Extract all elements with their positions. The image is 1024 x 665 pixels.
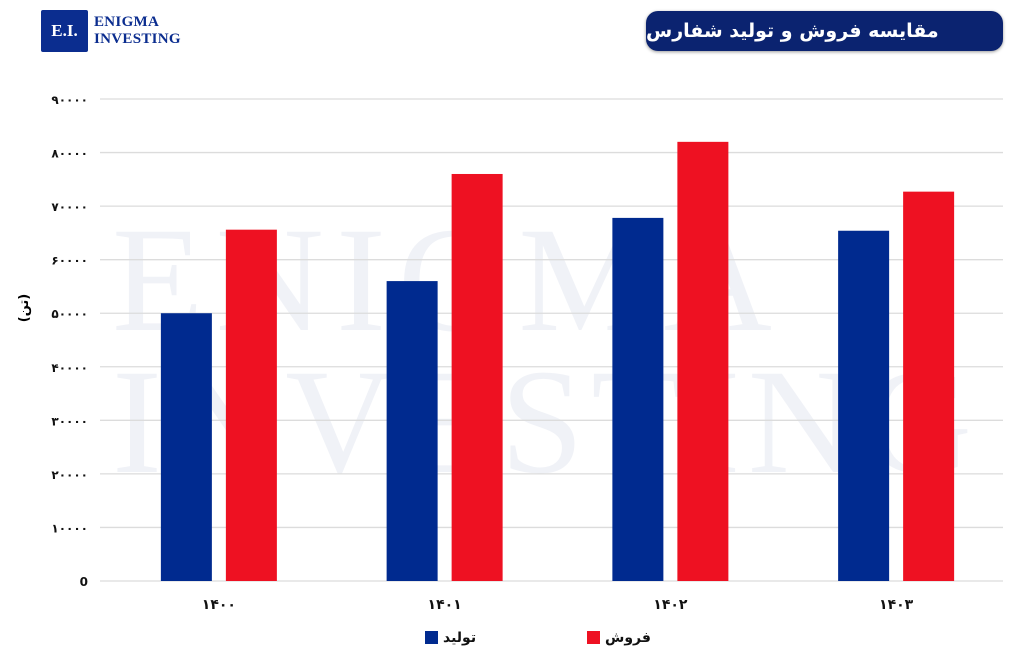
y-tick-label: ۶۰۰۰۰ [51,254,88,268]
y-tick-label: ۸۰۰۰۰ [51,147,88,161]
y-tick-label: ۱۰۰۰۰ [51,521,88,535]
y-tick-label: ۵۰۰۰۰ [51,307,88,321]
legend-label: فروش [605,630,651,646]
bar-sales [903,191,955,581]
logo-mark: E.I. [41,10,88,52]
y-tick-label: 0 [80,575,88,589]
bar-production [838,230,890,581]
x-tick-label: ۱۴۰۲ [653,597,688,613]
y-tick-label: ۴۰۰۰۰ [51,361,88,375]
logo: E.I. Enigma Investing [41,10,181,52]
bar-production [386,281,438,581]
bar-production [160,313,212,581]
y-tick-label: ۲۰۰۰۰ [51,468,88,482]
logo-line1: Enigma [94,14,160,30]
logo-text: Enigma Investing [94,14,181,48]
bar-production [612,217,664,582]
x-tick-label: ۱۴۰۳ [879,597,914,613]
logo-line2: Investing [94,31,181,47]
x-tick-label: ۱۴۰۱ [428,597,462,613]
chart-title: مقایسه فروش و تولید شفارس [646,11,1003,51]
legend-swatch [425,631,438,644]
x-tick-label: ۱۴۰۰ [202,597,236,613]
bar-sales [451,173,503,581]
legend-swatch [587,631,600,644]
y-tick-label: ۹۰۰۰۰ [51,93,88,107]
bar-sales [677,141,729,581]
bar-sales [225,229,277,582]
legend-label: تولید [443,630,476,646]
y-axis-label: (تن) [17,294,32,323]
y-tick-label: ۳۰۰۰۰ [51,414,88,428]
y-tick-label: ۷۰۰۰۰ [51,200,88,214]
